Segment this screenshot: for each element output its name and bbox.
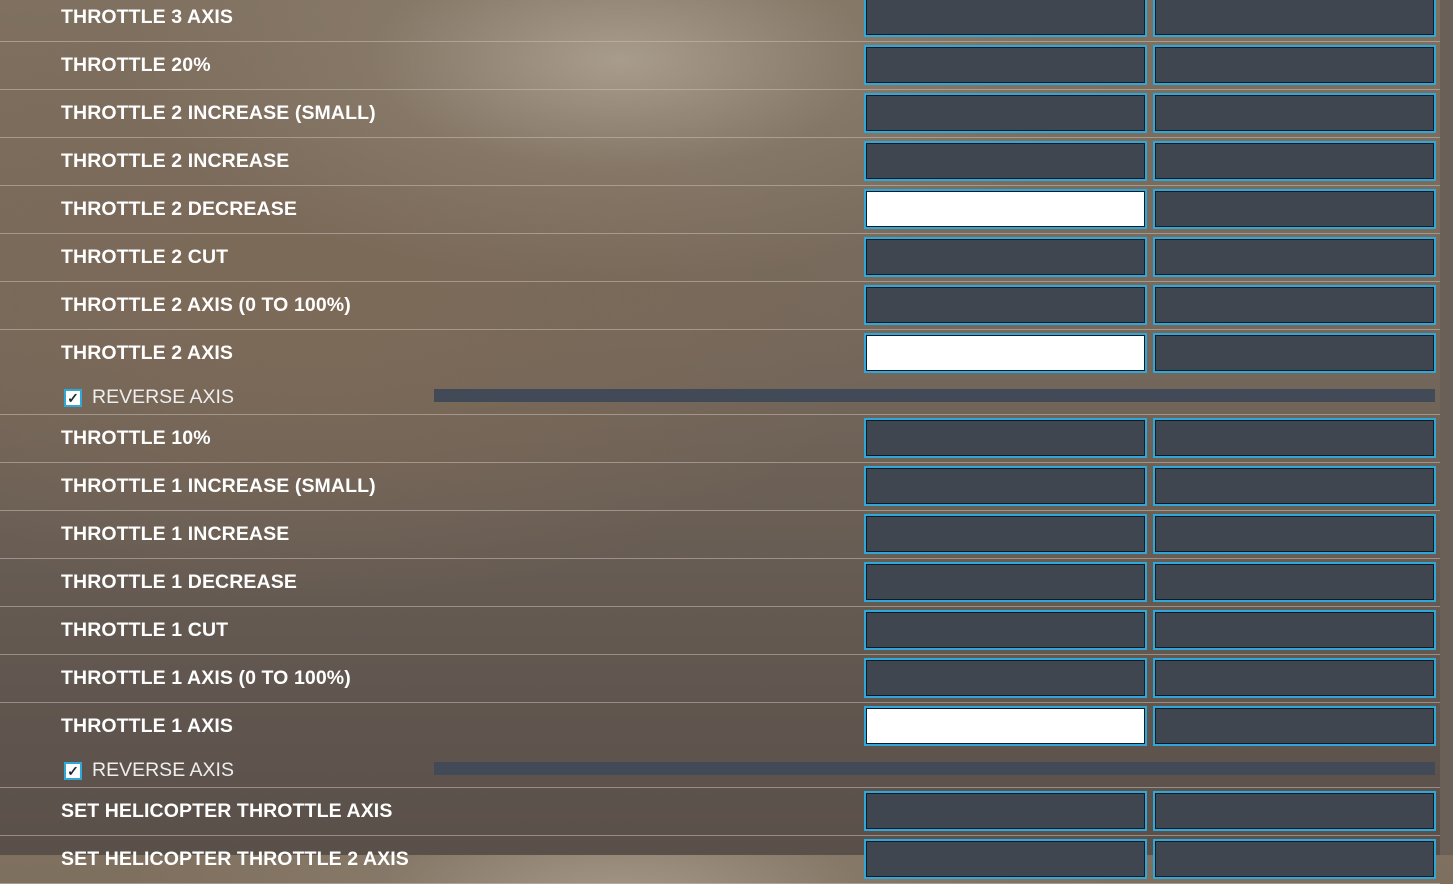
primary-binding-field[interactable] bbox=[864, 45, 1147, 85]
secondary-binding-field[interactable] bbox=[1153, 791, 1436, 831]
primary-binding-field[interactable] bbox=[864, 333, 1147, 373]
primary-binding-field[interactable] bbox=[864, 93, 1147, 133]
binding-row[interactable]: THROTTLE 20% bbox=[0, 42, 1440, 90]
secondary-binding-field[interactable] bbox=[1153, 514, 1436, 554]
secondary-binding-field[interactable] bbox=[1153, 466, 1436, 506]
binding-row[interactable]: SET HELICOPTER THROTTLE 2 AXIS bbox=[0, 836, 1440, 884]
secondary-binding-field[interactable] bbox=[1153, 141, 1436, 181]
scrollbar-track[interactable] bbox=[1440, 0, 1453, 855]
secondary-binding-field[interactable] bbox=[1153, 562, 1436, 602]
check-icon[interactable]: ✓ bbox=[64, 761, 82, 780]
binding-label: THROTTLE 2 INCREASE bbox=[61, 150, 290, 172]
reverse-axis-label: REVERSE AXIS bbox=[92, 386, 234, 408]
binding-row[interactable]: THROTTLE 1 INCREASE bbox=[0, 511, 1440, 559]
binding-label: THROTTLE 1 DECREASE bbox=[61, 571, 297, 593]
binding-row[interactable]: THROTTLE 2 AXIS ✓ REVERSE AXIS bbox=[0, 330, 1440, 415]
secondary-binding-field[interactable] bbox=[1153, 189, 1436, 229]
secondary-binding-field[interactable] bbox=[1153, 285, 1436, 325]
binding-row[interactable]: THROTTLE 1 AXIS (0 TO 100%) bbox=[0, 655, 1440, 703]
primary-binding-field[interactable] bbox=[864, 189, 1147, 229]
primary-binding-field[interactable] bbox=[864, 839, 1147, 879]
binding-row[interactable]: THROTTLE 1 AXIS ✓ REVERSE AXIS bbox=[0, 703, 1440, 788]
binding-row[interactable]: THROTTLE 1 INCREASE (SMALL) bbox=[0, 463, 1440, 511]
reverse-axis-option[interactable]: ✓ REVERSE AXIS bbox=[64, 759, 234, 782]
primary-binding-field[interactable] bbox=[864, 562, 1147, 602]
reverse-axis-option[interactable]: ✓ REVERSE AXIS bbox=[64, 386, 234, 409]
binding-row[interactable]: THROTTLE 1 CUT bbox=[0, 607, 1440, 655]
binding-label: THROTTLE 20% bbox=[61, 54, 211, 76]
binding-row[interactable]: THROTTLE 2 DECREASE bbox=[0, 186, 1440, 234]
binding-row[interactable]: THROTTLE 2 INCREASE (SMALL) bbox=[0, 90, 1440, 138]
secondary-binding-field[interactable] bbox=[1153, 0, 1436, 37]
primary-binding-field[interactable] bbox=[864, 418, 1147, 458]
primary-binding-field[interactable] bbox=[864, 141, 1147, 181]
secondary-binding-field[interactable] bbox=[1153, 93, 1436, 133]
primary-binding-field[interactable] bbox=[864, 237, 1147, 277]
binding-row[interactable]: THROTTLE 3 AXIS bbox=[0, 0, 1440, 42]
primary-binding-field[interactable] bbox=[864, 610, 1147, 650]
binding-row[interactable]: THROTTLE 2 CUT bbox=[0, 234, 1440, 282]
binding-row[interactable]: THROTTLE 10% bbox=[0, 415, 1440, 463]
primary-binding-field[interactable] bbox=[864, 706, 1147, 746]
secondary-binding-field[interactable] bbox=[1153, 418, 1436, 458]
secondary-binding-field[interactable] bbox=[1153, 333, 1436, 373]
binding-row[interactable]: SET HELICOPTER THROTTLE AXIS bbox=[0, 788, 1440, 836]
binding-label: THROTTLE 1 INCREASE bbox=[61, 523, 290, 545]
binding-label: SET HELICOPTER THROTTLE AXIS bbox=[61, 800, 393, 822]
axis-sensitivity-bar bbox=[434, 762, 1435, 775]
binding-label: SET HELICOPTER THROTTLE 2 AXIS bbox=[61, 848, 409, 870]
secondary-binding-field[interactable] bbox=[1153, 706, 1436, 746]
binding-label: THROTTLE 2 AXIS (0 TO 100%) bbox=[61, 294, 351, 316]
secondary-binding-field[interactable] bbox=[1153, 839, 1436, 879]
binding-row[interactable]: THROTTLE 2 AXIS (0 TO 100%) bbox=[0, 282, 1440, 330]
binding-label: THROTTLE 2 CUT bbox=[61, 246, 229, 268]
binding-label: THROTTLE 1 AXIS bbox=[61, 715, 233, 737]
secondary-binding-field[interactable] bbox=[1153, 45, 1436, 85]
reverse-axis-label: REVERSE AXIS bbox=[92, 759, 234, 781]
primary-binding-field[interactable] bbox=[864, 791, 1147, 831]
secondary-binding-field[interactable] bbox=[1153, 237, 1436, 277]
binding-label: THROTTLE 2 AXIS bbox=[61, 342, 233, 364]
binding-label: THROTTLE 2 DECREASE bbox=[61, 198, 297, 220]
primary-binding-field[interactable] bbox=[864, 285, 1147, 325]
primary-binding-field[interactable] bbox=[864, 514, 1147, 554]
binding-label: THROTTLE 1 AXIS (0 TO 100%) bbox=[61, 667, 351, 689]
primary-binding-field[interactable] bbox=[864, 0, 1147, 37]
primary-binding-field[interactable] bbox=[864, 466, 1147, 506]
check-icon[interactable]: ✓ bbox=[64, 388, 82, 407]
binding-label: THROTTLE 10% bbox=[61, 427, 211, 449]
binding-label: THROTTLE 2 INCREASE (SMALL) bbox=[61, 102, 376, 124]
binding-row[interactable]: THROTTLE 1 DECREASE bbox=[0, 559, 1440, 607]
axis-sensitivity-bar bbox=[434, 389, 1435, 402]
binding-label: THROTTLE 1 CUT bbox=[61, 619, 229, 641]
secondary-binding-field[interactable] bbox=[1153, 610, 1436, 650]
binding-label: THROTTLE 1 INCREASE (SMALL) bbox=[61, 475, 376, 497]
binding-row[interactable]: THROTTLE 2 INCREASE bbox=[0, 138, 1440, 186]
secondary-binding-field[interactable] bbox=[1153, 658, 1436, 698]
binding-label: THROTTLE 3 AXIS bbox=[61, 6, 233, 28]
primary-binding-field[interactable] bbox=[864, 658, 1147, 698]
